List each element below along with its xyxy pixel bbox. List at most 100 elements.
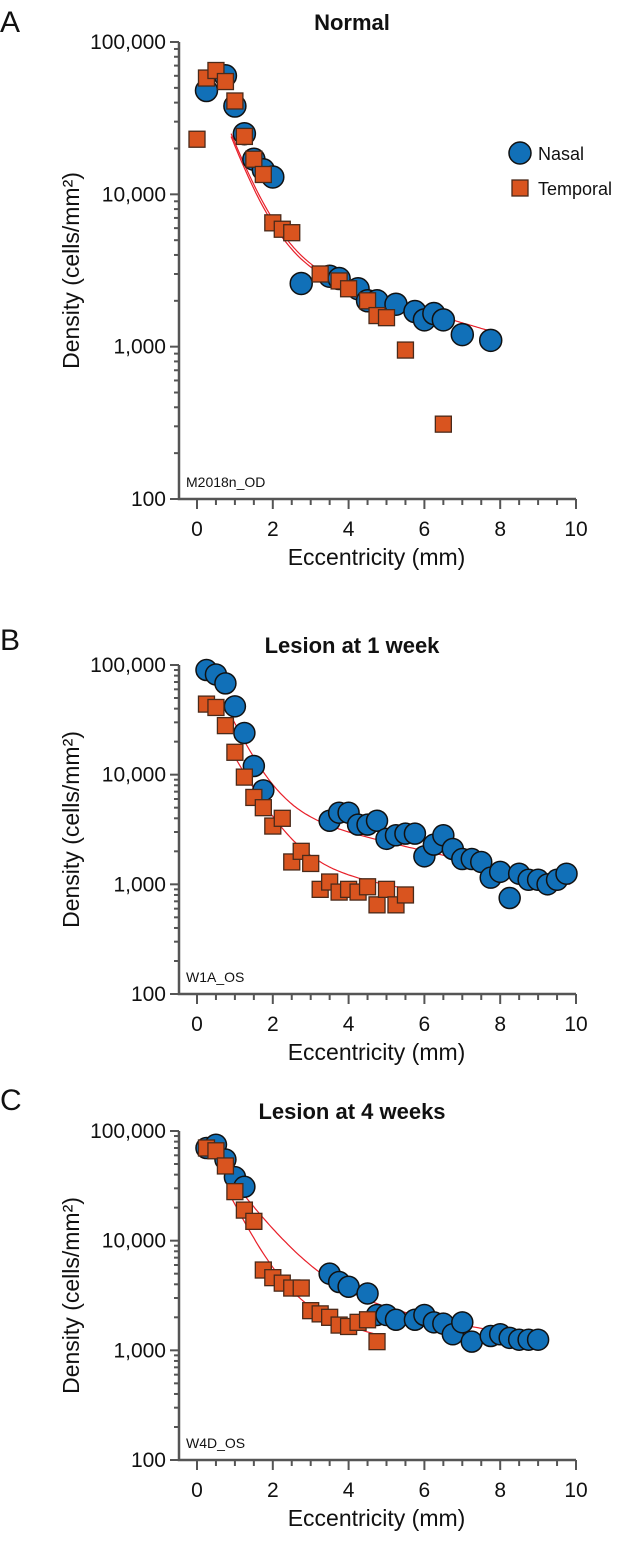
x-tick-label: 10 <box>564 518 587 541</box>
data-point-temporal <box>245 1212 263 1231</box>
data-point-nasal <box>478 328 503 353</box>
x-tick-label: 0 <box>191 1479 203 1502</box>
x-tick-label: 0 <box>191 1013 203 1036</box>
data-point-nasal <box>365 809 389 833</box>
x-tick-label: 2 <box>267 518 279 541</box>
x-tick-label: 8 <box>494 518 506 541</box>
data-point-nasal <box>431 308 456 332</box>
data-point-temporal <box>207 1142 225 1160</box>
data-point-temporal <box>358 878 377 896</box>
data-point-temporal <box>377 880 396 899</box>
y-tick-label: 1,000 <box>113 873 166 896</box>
y-tick-label: 10,000 <box>102 183 166 206</box>
x-axis-label: Eccentricity (mm) <box>288 544 466 570</box>
y-tick-label: 100 <box>131 983 166 1006</box>
x-tick-label: 2 <box>267 1013 279 1036</box>
data-point-nasal <box>223 695 247 718</box>
data-point-nasal <box>384 1308 408 1332</box>
x-tick-label: 6 <box>419 1479 431 1502</box>
data-point-nasal <box>403 822 427 845</box>
data-point-temporal <box>434 415 453 433</box>
data-point-nasal <box>450 322 475 347</box>
data-point-nasal <box>555 862 578 885</box>
y-tick-label: 100,000 <box>90 31 166 54</box>
panel-b: B Lesion at 1 week 100 1,000 10,000 100,000 0 2… <box>0 624 588 1065</box>
panel-letter: A <box>0 6 20 39</box>
x-tick-label: 8 <box>494 1013 506 1036</box>
x-tick-label: 4 <box>343 518 355 541</box>
data-point-temporal <box>283 224 301 242</box>
y-tick-label: 100,000 <box>90 654 166 677</box>
data-point-temporal <box>396 341 415 359</box>
data-point-nasal <box>233 721 256 745</box>
data-point-temporal <box>377 309 396 327</box>
data-point-temporal <box>302 854 320 873</box>
x-tick-label: 4 <box>343 1479 355 1502</box>
data-point-nasal <box>356 1282 379 1305</box>
data-point-nasal <box>460 1330 484 1353</box>
panel-letter: C <box>0 1084 22 1117</box>
data-point-temporal <box>368 896 386 914</box>
chart-title: Lesion at 1 week <box>265 633 441 658</box>
x-axis-label: Eccentricity (mm) <box>288 1039 466 1065</box>
legend-temporal-label: Temporal <box>538 179 612 199</box>
data-point-nasal <box>498 886 521 910</box>
data-point-temporal <box>339 280 358 298</box>
data-point-temporal <box>216 1157 235 1175</box>
data-point-temporal <box>358 1311 377 1329</box>
data-point-nasal <box>214 672 237 695</box>
panel-a: A Normal 100 1,000 10,000 100,000 0 2 4 6 8 10 Eccen… <box>0 6 612 570</box>
x-tick-label: 10 <box>564 1479 587 1502</box>
y-tick-label: 1,000 <box>113 1339 166 1362</box>
sample-id: M2018n_OD <box>186 474 265 490</box>
chart-title: Normal <box>314 10 390 35</box>
data-point-temporal <box>292 1279 310 1297</box>
data-point-temporal <box>311 265 329 283</box>
data-point-temporal <box>396 886 415 904</box>
legend: Nasal Temporal <box>508 141 612 199</box>
y-tick-label: 100 <box>131 1449 166 1472</box>
data-point-nasal <box>289 271 313 296</box>
data-point-temporal <box>216 716 235 735</box>
y-tick-label: 10,000 <box>102 1230 166 1253</box>
y-axis-label: Density (cells/mm²) <box>58 731 84 928</box>
data-point-temporal <box>226 92 244 110</box>
y-axis-label: Density (cells/mm²) <box>58 172 84 369</box>
y-tick-label: 1,000 <box>113 336 166 359</box>
data-point-temporal <box>226 743 244 761</box>
data-point-temporal <box>216 72 235 91</box>
data-point-temporal <box>235 127 254 146</box>
data-point-temporal <box>273 809 291 827</box>
y-tick-label: 100,000 <box>90 1120 166 1143</box>
legend-temporal-marker <box>511 179 529 197</box>
data-point-nasal <box>488 860 512 884</box>
legend-nasal-label: Nasal <box>538 144 584 164</box>
x-tick-label: 4 <box>343 1013 355 1036</box>
x-tick-label: 10 <box>564 1013 587 1036</box>
data-point-temporal <box>245 150 263 168</box>
data-point-temporal <box>368 1332 386 1351</box>
data-point-temporal <box>226 1182 244 1201</box>
data-point-temporal <box>188 130 206 148</box>
y-tick-label: 10,000 <box>102 764 166 787</box>
data-point-nasal <box>451 1311 474 1334</box>
x-axis-label: Eccentricity (mm) <box>288 1505 466 1531</box>
sample-id: W1A_OS <box>186 969 244 985</box>
y-axis-label: Density (cells/mm²) <box>58 1197 84 1394</box>
chart-title: Lesion at 4 weeks <box>258 1099 445 1124</box>
data-point-temporal <box>254 799 272 817</box>
x-tick-label: 6 <box>419 1013 431 1036</box>
panel-letter: B <box>0 624 20 657</box>
fit-curve-nasal <box>230 715 571 885</box>
data-point-temporal <box>358 292 377 310</box>
data-point-temporal <box>235 768 254 786</box>
data-point-temporal <box>207 698 225 717</box>
panel-c: C Lesion at 4 weeks 100 1,000 10,000 100,000 0… <box>0 1084 588 1531</box>
y-tick-label: 100 <box>131 488 166 511</box>
x-tick-label: 2 <box>267 1479 279 1502</box>
x-tick-label: 8 <box>494 1479 506 1502</box>
data-point-nasal <box>337 1275 360 1299</box>
data-point-temporal <box>254 165 272 184</box>
x-tick-label: 0 <box>191 518 203 541</box>
